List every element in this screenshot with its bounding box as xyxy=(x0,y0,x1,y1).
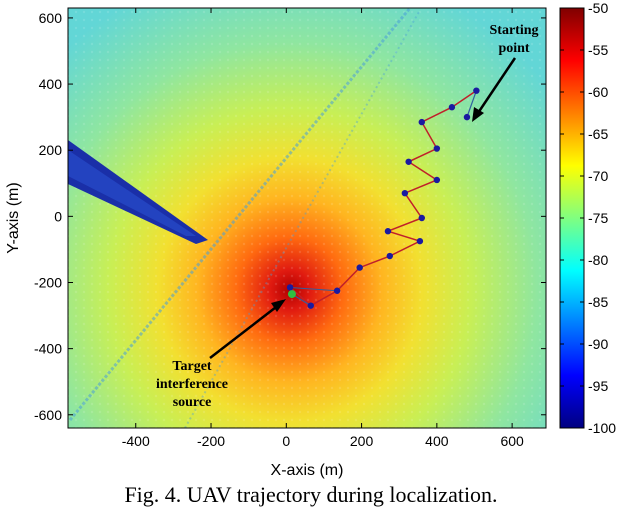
trajectory-point xyxy=(433,176,441,184)
y-tick-label: -200 xyxy=(34,274,62,290)
colorbar-tick-label: -55 xyxy=(588,42,608,58)
trajectory-point xyxy=(333,287,341,294)
y-tick-label: 0 xyxy=(54,208,62,224)
y-tick-label: -400 xyxy=(34,341,62,357)
x-axis: -400 -200 0 200 400 600 xyxy=(122,8,524,449)
x-tick-label: -400 xyxy=(122,433,150,449)
colorbar-ticks: -50 -55 -60 -65 -70 -75 -80 -85 -90 -95 -100 xyxy=(560,0,616,436)
colorbar-tick-label: -80 xyxy=(588,252,608,268)
start-point-marker xyxy=(463,113,471,121)
colorbar-tick-label: -90 xyxy=(588,336,608,352)
y-tick-label: 200 xyxy=(39,142,63,158)
trajectory-point xyxy=(433,145,441,152)
trajectory-point xyxy=(418,118,425,126)
target-annotation-line-2: interference xyxy=(156,377,228,392)
target-marker xyxy=(287,290,296,299)
trajectory-point xyxy=(401,189,409,197)
shadow-region-inner xyxy=(68,150,196,236)
target-arrowhead xyxy=(271,299,286,312)
colorbar-tick-label: -100 xyxy=(588,420,616,436)
trajectory xyxy=(286,87,480,309)
x-tick-label: 400 xyxy=(425,433,449,449)
y-axis: -600 -400 -200 0 200 400 600 xyxy=(34,10,546,423)
heatmap-area xyxy=(68,8,546,428)
start-annotation: Starting point xyxy=(472,23,539,122)
trajectory-point xyxy=(405,158,412,165)
x-tick-label: 200 xyxy=(350,433,374,449)
target-annotation-line-3: source xyxy=(173,395,212,410)
start-annotation-line-2: point xyxy=(498,41,529,56)
colorbar-tick-label: -65 xyxy=(588,126,608,142)
start-arrowhead xyxy=(472,107,484,122)
trajectory-point xyxy=(416,237,424,245)
y-tick-label: 600 xyxy=(39,10,63,26)
y-axis-title: Y-axis (m) xyxy=(5,182,22,253)
x-tick-label: 0 xyxy=(282,433,290,449)
figure-caption: Fig. 4. UAV trajectory during localizati… xyxy=(124,482,498,507)
x-tick-label: -200 xyxy=(197,433,225,449)
trajectory-point xyxy=(418,214,425,222)
x-axis-title: X-axis (m) xyxy=(271,462,344,479)
trajectory-point xyxy=(384,228,392,235)
colorbar-tick-label: -70 xyxy=(588,168,608,184)
target-annotation-line-1: Target xyxy=(172,359,211,374)
target-annotation: Target interference source xyxy=(156,299,286,410)
shadow-region xyxy=(68,140,208,244)
colorbar-tick-label: -75 xyxy=(588,210,608,226)
trajectory-point xyxy=(473,87,480,94)
trajectory-point xyxy=(307,302,314,309)
streak-1 xyxy=(68,8,412,421)
colorbar-tick-label: -95 xyxy=(588,378,608,394)
target-arrow xyxy=(209,303,281,359)
colorbar-tick-label: -85 xyxy=(588,294,608,310)
trajectory-point xyxy=(448,104,456,111)
trajectory-point xyxy=(386,252,394,260)
colorbar-tick-label: -50 xyxy=(588,0,608,16)
x-tick-label: 600 xyxy=(500,433,524,449)
plot-frame xyxy=(67,7,547,429)
start-annotation-line-1: Starting xyxy=(490,23,539,38)
target-link xyxy=(290,286,338,292)
start-arrow xyxy=(474,57,517,117)
start-link xyxy=(466,90,477,118)
y-tick-label: 400 xyxy=(39,76,63,92)
trajectory-point xyxy=(286,284,294,291)
y-tick-label: -600 xyxy=(34,407,62,423)
trajectory-point xyxy=(356,264,363,271)
colorbar-tick-label: -60 xyxy=(588,84,608,100)
heatmap-texture xyxy=(68,8,546,428)
